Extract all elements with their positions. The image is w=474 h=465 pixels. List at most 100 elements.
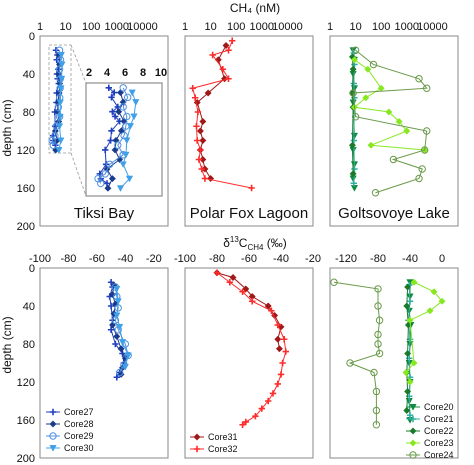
top-x-tick-label: 10: [59, 21, 71, 33]
data-point: [124, 352, 132, 360]
bottom-x-tick-label: -80: [370, 253, 386, 265]
data-point: [374, 285, 382, 293]
y-tick-label: 200: [17, 453, 35, 465]
data-point: [362, 94, 370, 102]
inset-tick-labels: 2 4 6 8 10: [86, 67, 167, 79]
inset-series-core29: [94, 84, 132, 188]
data-point: [430, 288, 438, 296]
inset-tick-label: 4: [104, 67, 111, 79]
bottom-x-tick-label: 0: [439, 253, 445, 265]
series-core22-panel-5: [403, 283, 412, 415]
data-point: [372, 406, 381, 415]
data-point: [395, 117, 403, 126]
data-point: [279, 359, 286, 367]
data-point: [282, 348, 289, 355]
y-axis-label-bottom: depth (cm): [0, 316, 14, 373]
series-line: [333, 281, 381, 425]
carbon-symbol: C: [239, 236, 248, 250]
bottom-x-tick-label: -60: [89, 253, 105, 265]
top-x-tick-label: 100: [372, 21, 390, 33]
data-point: [55, 65, 64, 73]
inset-tick-label: 6: [122, 67, 128, 79]
panel-frame-tiksi-ch4: [39, 35, 169, 227]
ch4-subscript: CH4: [247, 243, 264, 252]
data-point: [229, 37, 236, 44]
data-point: [377, 84, 385, 92]
legend-entry-core27: Core27: [46, 407, 94, 417]
data-point: [222, 41, 230, 50]
bottom-x-tick-label: -80: [209, 253, 225, 265]
data-point: [375, 316, 384, 324]
inset-data-point: [97, 179, 105, 188]
inset-data-point: [125, 175, 134, 183]
data-point: [209, 51, 216, 59]
series-core30-panel-0: [55, 52, 66, 154]
series-line: [353, 53, 355, 184]
permil-unit: (‰): [263, 236, 286, 250]
isotope-superscript: 13: [230, 235, 239, 244]
data-point: [194, 108, 202, 116]
data-point: [404, 349, 412, 358]
inset-data-point: [102, 146, 109, 154]
data-point: [48, 136, 56, 145]
data-point: [275, 345, 283, 353]
data-point: [112, 340, 119, 348]
data-point: [57, 85, 65, 92]
inset-data-point: [101, 170, 109, 178]
series-core24-panel-2: [349, 46, 431, 197]
legend-entry-core23: Core23: [406, 438, 454, 448]
panel-title-polarfox: Polar Fox Lagoon: [190, 205, 308, 222]
data-point: [58, 61, 66, 69]
legend-marker: [49, 408, 57, 416]
data-point: [415, 75, 423, 83]
bottom-axis-title: δ13CCH4 (‰): [223, 235, 287, 252]
inset-series-core30: [116, 89, 140, 192]
inset-series-line: [97, 87, 129, 184]
data-point: [56, 99, 64, 107]
inset-data-point: [130, 113, 138, 121]
legend-label: Core32: [208, 444, 238, 454]
panel-frame-tiksi-d13c: [39, 267, 169, 459]
inset-data-point: [105, 84, 112, 91]
top-x-tick-label: 10: [349, 21, 361, 33]
data-point: [438, 297, 446, 305]
data-point: [349, 147, 357, 154]
inset-data-point: [106, 160, 114, 169]
data-point: [193, 123, 200, 130]
series-line: [353, 59, 425, 151]
legend-entry-core28: Core28: [46, 419, 94, 429]
data-point: [107, 302, 115, 310]
data-point: [226, 279, 233, 286]
data-point: [213, 269, 221, 276]
data-point: [330, 278, 338, 286]
data-point: [199, 136, 207, 145]
inset-data-point: [108, 175, 116, 183]
top-x-tick-label: 1: [37, 21, 43, 33]
data-point: [404, 387, 412, 396]
data-point: [349, 89, 357, 97]
legend-label: Core30: [64, 443, 94, 453]
data-point: [113, 374, 120, 381]
legend-entry-core22: Core22: [406, 426, 454, 436]
data-point: [198, 165, 205, 173]
inset-data-point: [109, 108, 116, 115]
legend-marker: [49, 432, 57, 440]
top-x-tick-label: 10000: [127, 21, 158, 33]
inset-data-point: [111, 113, 119, 120]
legend-label: Core27: [64, 407, 94, 417]
inset-series-line: [99, 87, 121, 184]
bottom-x-tick-label: -40: [273, 253, 289, 265]
data-point: [406, 378, 414, 386]
data-point: [196, 127, 204, 135]
data-point: [199, 117, 207, 126]
data-point: [107, 326, 115, 333]
panel-frame-goltsovoye-d13c: [329, 267, 459, 459]
inset-data-point: [108, 127, 115, 135]
y-tick-label: 160: [17, 183, 35, 195]
y-axis-label-top: depth (cm): [0, 99, 14, 156]
data-point: [410, 359, 418, 367]
series-core30-panel-3: [113, 285, 132, 371]
data-point: [367, 141, 375, 149]
data-point: [415, 174, 423, 183]
